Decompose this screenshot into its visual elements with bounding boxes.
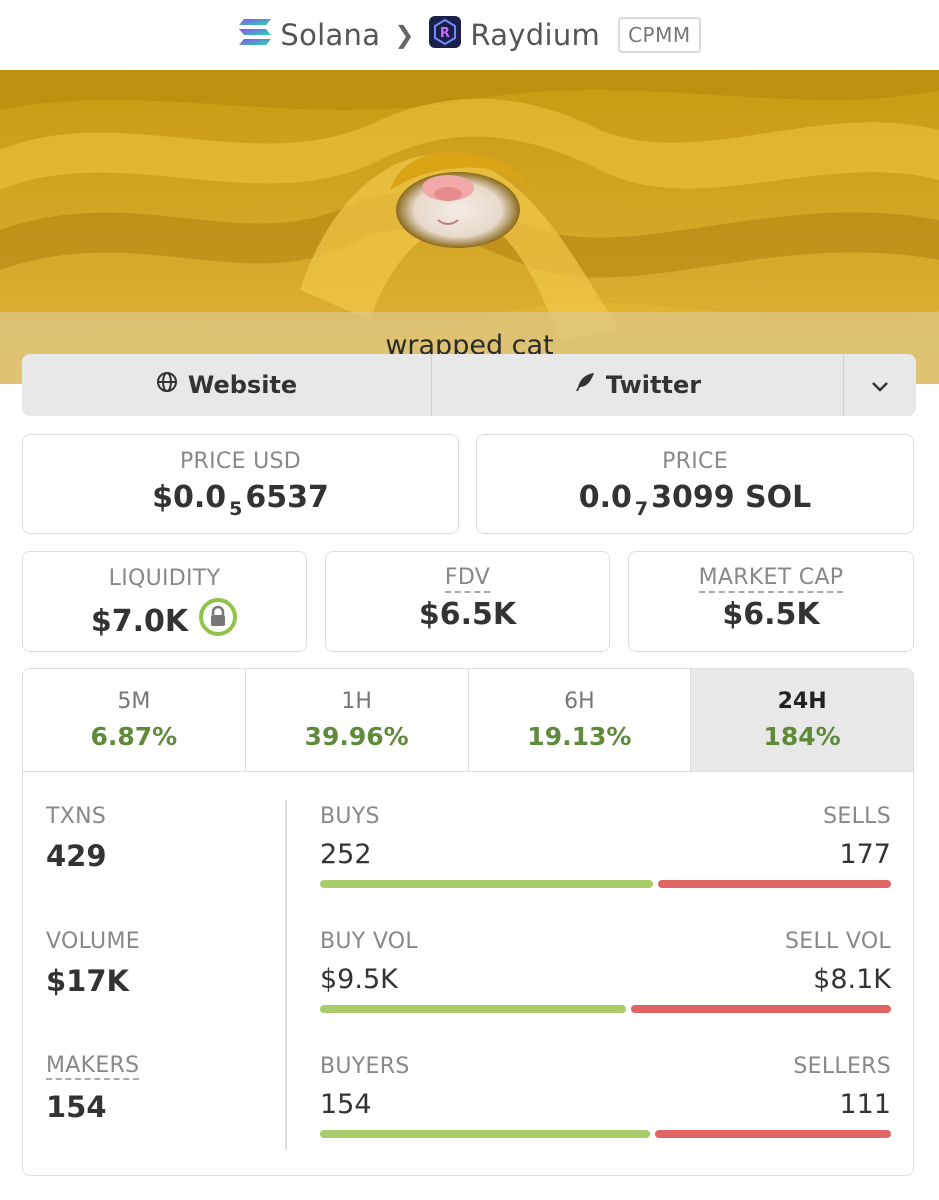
fdv-label[interactable]: FDV [444, 566, 491, 593]
tab-1h[interactable]: 1H 39.96% [246, 669, 469, 771]
pool-type-badge: CPMM [618, 17, 701, 53]
market-cap-label[interactable]: MARKET CAP [698, 566, 844, 593]
sell-bar-fill [654, 1130, 891, 1138]
sells-value: 177 [839, 839, 891, 870]
makers-value: 154 [46, 1090, 107, 1124]
breadcrumb-chain[interactable]: Solana [238, 18, 380, 53]
buy-bar-fill [320, 880, 653, 888]
volume-split: BUY VOL SELL VOL $9.5K $8.1K [320, 929, 891, 1013]
buy-bar-fill [320, 1005, 626, 1013]
liquidity-label: LIQUIDITY [108, 566, 221, 591]
feather-icon [574, 371, 596, 399]
svg-text:R: R [440, 26, 450, 41]
volume-label: VOLUME [46, 929, 140, 954]
txns-label: TXNS [46, 804, 107, 829]
twitter-label: Twitter [605, 371, 702, 399]
sell-bar-fill [630, 1005, 891, 1013]
timeframe-tabs: 5M 6.87% 1H 39.96% 6H 19.13% 24H 184% [23, 669, 913, 772]
liquidity-value: $7.0K [90, 603, 189, 639]
buys-label: BUYS [320, 804, 380, 829]
sells-label: SELLS [823, 804, 891, 829]
website-label: Website [187, 371, 298, 399]
sell-vol-value: $8.1K [813, 964, 891, 995]
buy-vol-label: BUY VOL [320, 929, 418, 954]
buys-value: 252 [320, 839, 372, 870]
globe-icon [156, 371, 178, 399]
stats-panel: 5M 6.87% 1H 39.96% 6H 19.13% 24H 184% TX… [22, 668, 914, 1176]
dex-name: Raydium [470, 18, 601, 52]
makers-label[interactable]: MAKERS [46, 1053, 140, 1080]
price-usd-label: PRICE USD [179, 449, 301, 474]
fdv-card: FDV $6.5K [325, 551, 610, 652]
buyers-value: 154 [320, 1089, 372, 1120]
breadcrumb-dex[interactable]: R Raydium [428, 15, 600, 56]
chevron-right-icon: ❯ [394, 21, 415, 49]
market-cap-value: $6.5K [722, 597, 820, 632]
chevron-down-icon [871, 371, 889, 399]
buy-bar-fill [320, 1130, 650, 1138]
sell-vol-label: SELL VOL [784, 929, 891, 954]
breadcrumb: Solana ❯ R Raydium CPMM [0, 0, 939, 70]
txns-stat: TXNS 429 [46, 804, 107, 873]
sellers-label: SELLERS [793, 1054, 891, 1079]
sell-bar-fill [657, 880, 891, 888]
tab-5m[interactable]: 5M 6.87% [23, 669, 246, 771]
sellers-value: 111 [839, 1089, 891, 1120]
website-button[interactable]: Website [22, 354, 432, 416]
liquidity-card: LIQUIDITY $7.0K [22, 551, 307, 652]
volume-value: $17K [46, 964, 130, 998]
raydium-icon: R [428, 15, 462, 56]
stats-rows: TXNS 429 VOLUME $17K MAKERS 154 BUYS SELL… [23, 772, 913, 1175]
token-banner: wrapped cat [0, 70, 939, 384]
lock-icon[interactable] [198, 597, 238, 645]
txns-value: 429 [46, 839, 107, 873]
price-usd-value: $0.0 5 6537 [152, 480, 329, 520]
txns-ratio-bar [320, 880, 891, 888]
tab-24h[interactable]: 24H 184% [691, 669, 913, 771]
makers-ratio-bar [320, 1130, 891, 1138]
price-native-label: PRICE [662, 449, 728, 474]
twitter-button[interactable]: Twitter [432, 354, 844, 416]
chain-name: Solana [280, 18, 381, 52]
volume-ratio-bar [320, 1005, 891, 1013]
solana-icon [238, 18, 272, 53]
makers-stat: MAKERS 154 [46, 1053, 140, 1124]
price-usd-card: PRICE USD $0.0 5 6537 [22, 434, 459, 534]
market-cap-card: MARKET CAP $6.5K [628, 551, 914, 652]
price-native-value: 0.0 7 3099 SOL [578, 480, 812, 520]
buyers-label: BUYERS [320, 1054, 410, 1079]
price-native-card: PRICE 0.0 7 3099 SOL [476, 434, 914, 534]
fdv-value: $6.5K [418, 597, 517, 632]
tab-6h[interactable]: 6H 19.13% [469, 669, 692, 771]
links-bar: Website Twitter [22, 354, 916, 416]
buy-vol-value: $9.5K [320, 964, 398, 995]
volume-stat: VOLUME $17K [46, 929, 140, 998]
txns-split: BUYS SELLS 252 177 [320, 804, 891, 888]
column-divider [285, 800, 287, 1150]
more-links-button[interactable] [844, 354, 916, 416]
makers-split: BUYERS SELLERS 154 111 [320, 1054, 891, 1138]
